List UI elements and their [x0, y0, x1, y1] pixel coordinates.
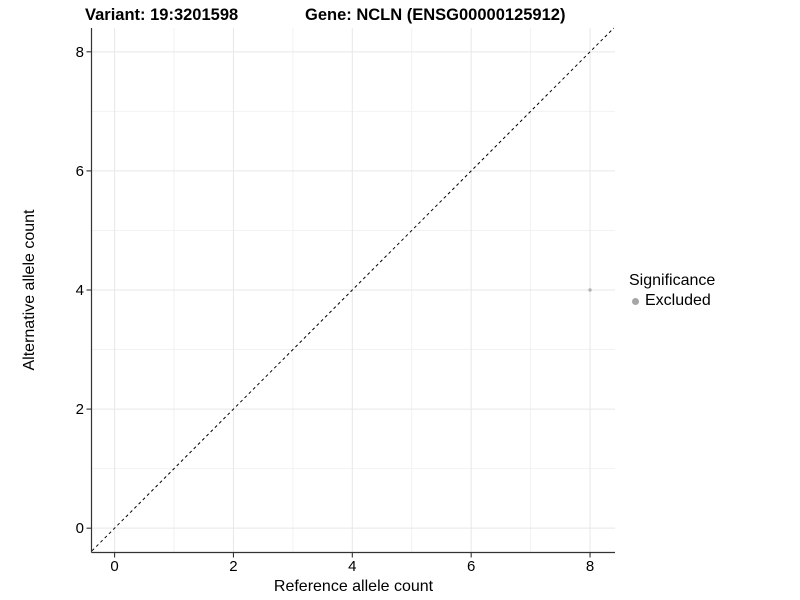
tick-marks	[86, 51, 591, 558]
svg-text:2: 2	[229, 558, 237, 575]
svg-text:0: 0	[76, 520, 84, 537]
data-points	[588, 288, 592, 292]
gridlines-major	[92, 28, 615, 552]
svg-text:4: 4	[348, 558, 356, 575]
svg-text:4: 4	[76, 282, 84, 299]
svg-text:0: 0	[110, 558, 118, 575]
legend-item-excluded: Excluded	[629, 292, 715, 310]
axis-lines	[90, 28, 615, 554]
identity-line	[91, 27, 615, 552]
legend-key-dot-icon	[632, 297, 639, 305]
y-axis-title: Alternative allele count	[21, 209, 38, 371]
plot-title-gene: Gene: NCLN (ENSG00000125912)	[305, 6, 566, 24]
svg-text:2: 2	[76, 401, 84, 418]
svg-text:6: 6	[76, 163, 84, 180]
data-point	[588, 288, 592, 292]
legend: Significance Excluded	[629, 271, 715, 310]
legend-item-label: Excluded	[645, 292, 711, 309]
legend-title: Significance	[629, 272, 716, 289]
svg-text:8: 8	[76, 44, 84, 61]
svg-text:6: 6	[467, 558, 475, 575]
y-tick-labels: 0 2 4 6 8	[76, 44, 84, 537]
x-tick-labels: 0 2 4 6 8	[110, 558, 594, 575]
plot-title-variant: Variant: 19:3201598	[85, 6, 239, 24]
gridlines-minor	[92, 28, 615, 552]
x-axis-title: Reference allele count	[273, 578, 434, 595]
svg-text:8: 8	[586, 558, 594, 575]
